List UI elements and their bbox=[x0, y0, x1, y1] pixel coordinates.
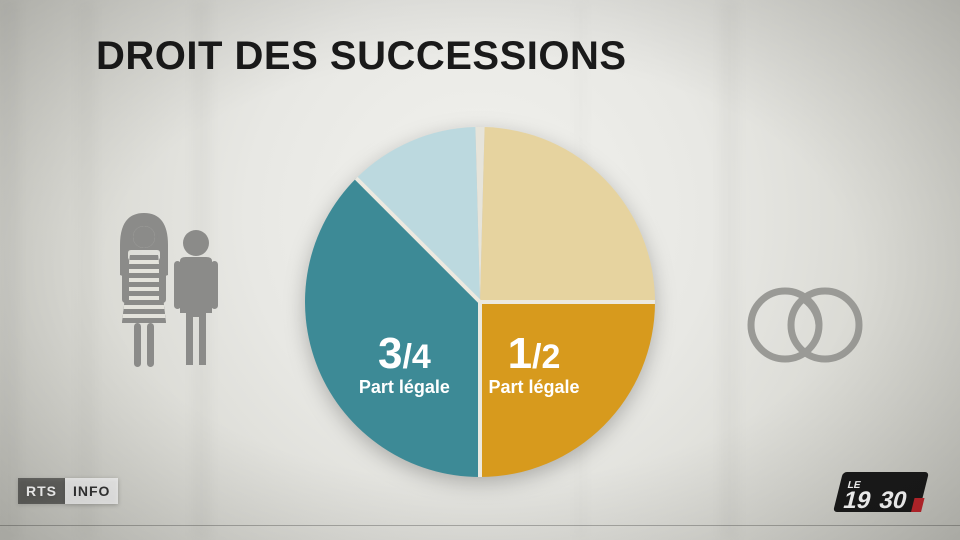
program-logo: LE 19 30 bbox=[826, 468, 936, 518]
page-title: DROIT DES SUCCESSIONS bbox=[96, 34, 627, 79]
fraction-denominator: 2 bbox=[542, 338, 561, 376]
network-logo-part-a: RTS bbox=[18, 478, 65, 504]
network-logo-part-b: INFO bbox=[65, 478, 118, 504]
wedding-rings-icon bbox=[740, 280, 870, 370]
pie-label-spouse: 1/2 Part légale bbox=[488, 332, 579, 396]
fraction-numerator: 1 bbox=[508, 329, 532, 378]
pie-chart: 3/4 Part légale 1/2 Part légale bbox=[300, 122, 660, 482]
network-logo: RTS INFO bbox=[18, 478, 118, 504]
stage: DROIT DES SUCCESSIONS bbox=[0, 0, 960, 540]
pie-label-text: Part légale bbox=[359, 378, 450, 396]
fraction-numerator: 3 bbox=[378, 329, 402, 378]
bottom-divider bbox=[0, 525, 960, 526]
pie-label-children: 3/4 Part légale bbox=[359, 332, 450, 396]
pie-slice-right-top bbox=[480, 127, 655, 302]
pie-label-text: Part légale bbox=[488, 378, 579, 396]
children-icon bbox=[110, 205, 230, 385]
fraction-denominator: 4 bbox=[412, 338, 431, 376]
